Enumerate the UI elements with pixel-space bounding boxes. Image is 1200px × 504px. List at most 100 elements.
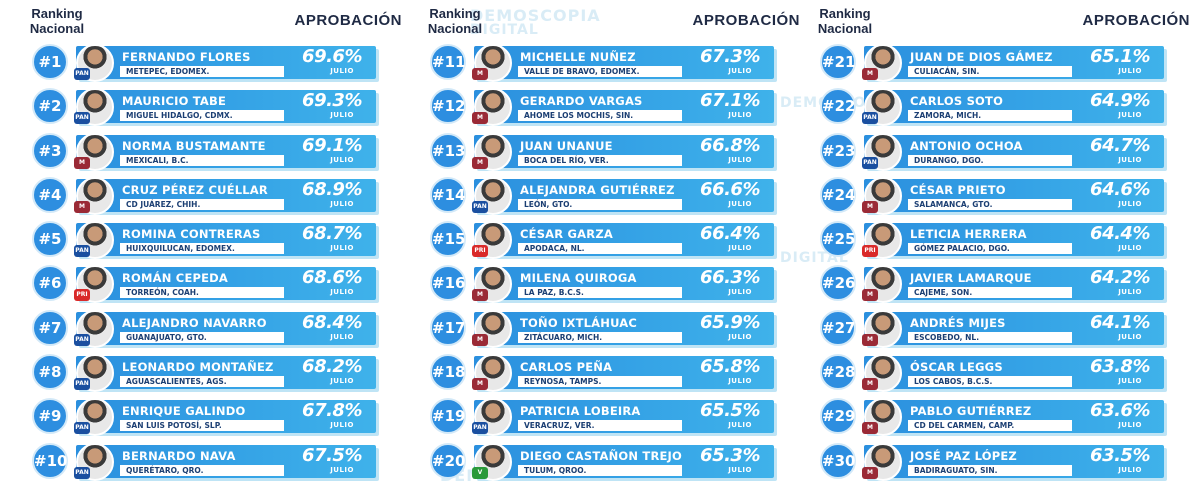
approval-percentage: 64.9% (1090, 90, 1150, 112)
approval-label: APROBACIÓN (692, 12, 800, 29)
municipality-label: CULIACÁN, SIN. (914, 67, 980, 76)
ranking-row: #14 PAN ALEJANDRA GUTIÉRREZ LEÓN, GTO. 66.6%… (410, 175, 800, 219)
ranking-row: #9 PAN ENRIQUE GALINDO SAN LUIS POTOSÍ, SLP… (12, 396, 402, 440)
approval-percentage: 63.5% (1090, 444, 1150, 466)
mayor-name: BERNARDO NAVA (122, 448, 236, 463)
place-strip (518, 420, 682, 432)
municipality-label: VALLE DE BRAVO, EDOMEX. (524, 67, 640, 76)
mayor-photo (864, 398, 902, 437)
party-logo-icon: M (862, 333, 878, 346)
ranking-row: #26 M JAVIER LAMARQUE CAJEME, SON. 64.2% JULI… (800, 263, 1190, 307)
month-label: JULIO (330, 67, 354, 75)
place-strip (120, 287, 284, 299)
mayor-card: PAN BERNARDO NAVA QUERÉTARO, QRO. 67.5% JULI… (74, 442, 376, 481)
mayor-photo (474, 132, 512, 171)
rank-badge: #4 (32, 176, 68, 213)
ranking-row: #3 M NORMA BUSTAMANTE MEXICALI, B.C. 69.1% JU… (12, 131, 402, 175)
municipality-label: DURANGO, DGO. (914, 155, 984, 165)
municipality-label: BOCA DEL RÍO, VER. (524, 155, 609, 165)
party-logo-icon: M (862, 422, 878, 435)
month-label: JULIO (1118, 465, 1142, 474)
mayor-card: V DIEGO CASTAÑON TREJO TULUM, QROO. 65.3% JU… (472, 442, 774, 481)
ranking-row: #19 PAN PATRICIA LOBEIRA VERACRUZ, VER. 65.5… (410, 396, 800, 440)
rank-badge: #5 (32, 221, 68, 258)
ranking-label-line2: Nacional (427, 21, 483, 36)
place-strip (908, 464, 1072, 476)
municipality-label: VERACRUZ, VER. (524, 421, 595, 431)
approval-percentage: 66.8% (700, 134, 760, 156)
municipality-label: HUIXQUILUCAN, EDOMEX. (126, 244, 235, 254)
party-logo-icon: M (862, 378, 878, 391)
approval-label: APROBACIÓN (1082, 12, 1190, 29)
ranking-list: #21 M JUAN DE DIOS GÁMEZ CULIACÁN, SIN. 65.1… (800, 42, 1190, 485)
rank-badge: #12 (430, 88, 466, 125)
rank-badge: #15 (430, 221, 466, 258)
ranking-row: #6 PRI ROMÁN CEPEDA TORREÓN, COAH. 68.6% JULI… (12, 263, 402, 307)
party-logo-icon: M (472, 333, 488, 346)
mayor-photo (864, 354, 902, 393)
month-label: JULIO (728, 465, 752, 474)
mayor-name: FERNANDO FLORES (122, 50, 251, 64)
municipality-label: AHOME LOS MOCHIS, SIN. (524, 111, 634, 121)
municipality-label: METEPEC, EDOMEX. (126, 67, 210, 76)
municipality-label: ZAMORA, MICH. (914, 111, 982, 121)
municipality-label: QUERÉTARO, QRO. (126, 465, 204, 475)
ranking-row: #8 PAN LEONARDO MONTAÑEZ AGUASCALIENTES, AG… (12, 352, 402, 396)
mayor-name: ALEJANDRA GUTIÉRREZ (520, 182, 675, 197)
place-strip (518, 66, 682, 77)
approval-percentage: 68.9% (302, 178, 362, 200)
mayor-name: JOSÉ PAZ LÓPEZ (910, 448, 1017, 463)
approval-percentage: 67.3% (700, 46, 760, 67)
party-logo-icon: M (862, 289, 878, 302)
municipality-label: APODACA, NL. (524, 244, 585, 254)
approval-percentage: 65.8% (700, 356, 760, 378)
ranking-row: #7 PAN ALEJANDRO NAVARRO GUANAJUATO, GTO. 68… (12, 308, 402, 352)
mayor-photo (76, 132, 114, 171)
municipality-label: MEXICALI, B.C. (126, 155, 189, 165)
mayor-card: M JOSÉ PAZ LÓPEZ BADIRAGUATO, SIN. 63.5% JUL… (862, 442, 1164, 481)
mayor-card: PRI LETICIA HERRERA GÓMEZ PALACIO, DGO. 64.… (862, 221, 1164, 260)
mayor-card: PAN ENRIQUE GALINDO SAN LUIS POTOSÍ, SLP. 6… (74, 398, 376, 437)
municipality-label: TORREÓN, COAH. (126, 288, 199, 298)
rank-badge: #20 (430, 442, 466, 479)
party-logo-icon: PRI (74, 289, 90, 302)
party-logo-icon: PAN (472, 200, 488, 213)
approval-percentage: 64.7% (1090, 134, 1150, 156)
ranking-label-line1: Ranking (819, 6, 871, 21)
place-strip (120, 154, 284, 166)
month-label: JULIO (728, 155, 752, 164)
party-logo-icon: PAN (74, 245, 90, 258)
approval-percentage: 64.6% (1090, 178, 1150, 200)
place-strip (908, 420, 1072, 432)
month-label: JULIO (728, 377, 752, 386)
mayor-name: CÉSAR PRIETO (910, 182, 1006, 197)
month-label: JULIO (330, 199, 354, 208)
mayor-name: LETICIA HERRERA (910, 227, 1027, 242)
ranking-row: #16 M MILENA QUIROGA LA PAZ, B.C.S. 66.3% JUL… (410, 263, 800, 307)
place-strip (518, 376, 682, 388)
rank-badge: #27 (820, 309, 856, 346)
approval-percentage: 64.4% (1090, 223, 1150, 245)
mayor-name: ALEJANDRO NAVARRO (122, 315, 267, 330)
place-strip (908, 243, 1072, 255)
month-label: JULIO (1118, 377, 1142, 386)
place-strip (908, 331, 1072, 343)
ranking-nacional-label: Ranking Nacional (12, 6, 102, 36)
mayor-card: PAN FERNANDO FLORES METEPEC, EDOMEX. 69.6% J… (74, 44, 376, 82)
place-strip (908, 110, 1072, 122)
mayor-card: M PABLO GUTIÉRREZ CD DEL CARMEN, CAMP. 63.6… (862, 398, 1164, 437)
approval-percentage: 66.3% (700, 267, 760, 289)
rank-badge: #16 (430, 265, 466, 302)
party-logo-icon: PAN (862, 112, 878, 125)
party-logo-icon: PAN (74, 466, 90, 479)
mayor-photo (474, 265, 512, 304)
month-label: JULIO (330, 244, 354, 253)
mayor-photo (864, 309, 902, 348)
approval-percentage: 68.4% (302, 311, 362, 333)
municipality-label: GÓMEZ PALACIO, DGO. (914, 244, 1010, 254)
approval-percentage: 67.5% (302, 444, 362, 466)
rank-badge: #26 (820, 265, 856, 302)
party-logo-icon: M (862, 68, 878, 80)
place-strip (120, 420, 284, 432)
party-logo-icon: V (472, 466, 488, 479)
